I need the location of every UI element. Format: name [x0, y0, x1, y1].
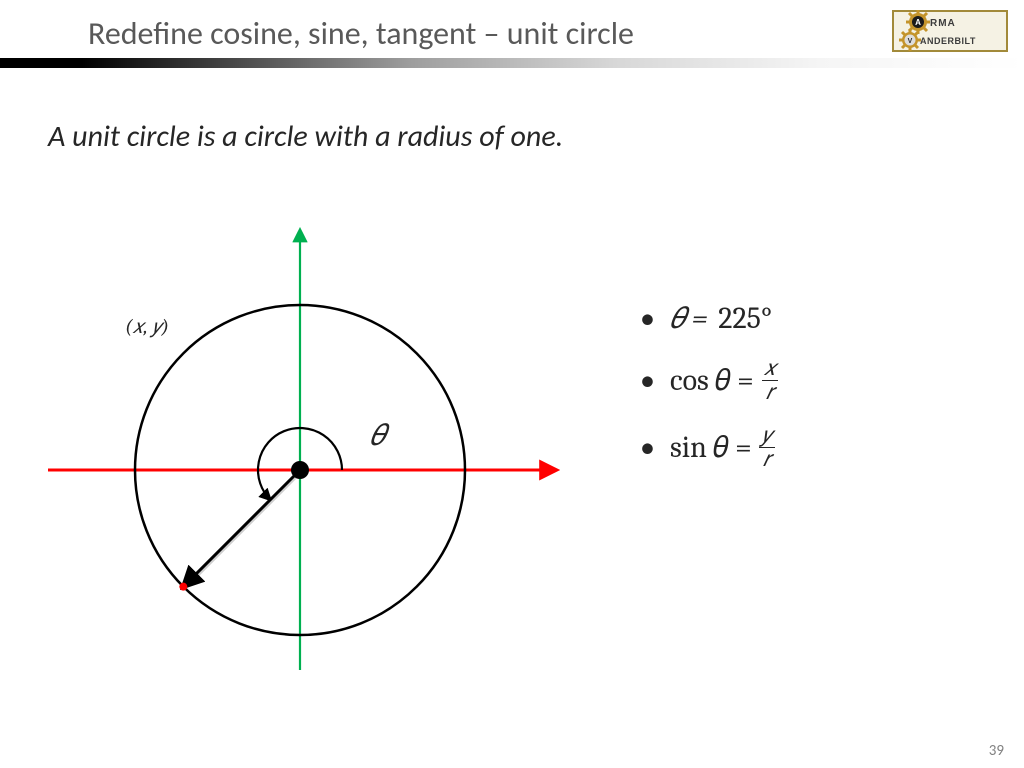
svg-text:RMA: RMA	[930, 18, 956, 29]
bullet-dot: •	[640, 300, 670, 337]
formula-theta: • 𝜃 = 225°	[640, 300, 780, 337]
theta-label: 𝜃	[370, 418, 385, 453]
fraction-denominator: 𝑟	[759, 447, 775, 471]
fraction: 𝑥 𝑟	[760, 357, 780, 404]
fraction-numerator: 𝑥	[760, 357, 780, 380]
svg-text:A: A	[915, 18, 921, 27]
fraction: 𝑦 𝑟	[758, 424, 776, 471]
page-title: Redefine cosine, sine, tangent – unit ci…	[88, 14, 634, 53]
formula-sin: • sin 𝜃 = 𝑦 𝑟	[640, 424, 780, 471]
formula-cos: • cos 𝜃 = 𝑥 𝑟	[640, 357, 780, 404]
svg-text:V: V	[908, 38, 913, 45]
page-number: 39	[989, 742, 1004, 760]
header-gradient-bar	[0, 58, 1024, 68]
logo: A RMA V ANDERBILT	[892, 10, 1008, 52]
formula-rhs: 225°	[718, 301, 772, 336]
formula-list: • 𝜃 = 225° • cos 𝜃 = 𝑥 𝑟 • sin 𝜃 = 𝑦 𝑟	[640, 300, 780, 491]
formula-lhs: cos 𝜃 =	[670, 363, 754, 398]
xy-point-label: (𝑥, 𝑦)	[125, 315, 169, 338]
fraction-numerator: 𝑦	[758, 424, 776, 447]
bullet-dot: •	[640, 362, 670, 399]
bullet-dot: •	[640, 429, 670, 466]
unit-circle-diagram: (𝑥, 𝑦) 𝜃	[40, 210, 560, 690]
subtitle: A unit circle is a circle with a radius …	[48, 118, 563, 155]
fraction-denominator: 𝑟	[762, 380, 778, 404]
svg-text:ANDERBILT: ANDERBILT	[920, 36, 976, 46]
formula-lhs: 𝜃 =	[670, 301, 708, 336]
formula-lhs: sin 𝜃 =	[670, 430, 752, 465]
